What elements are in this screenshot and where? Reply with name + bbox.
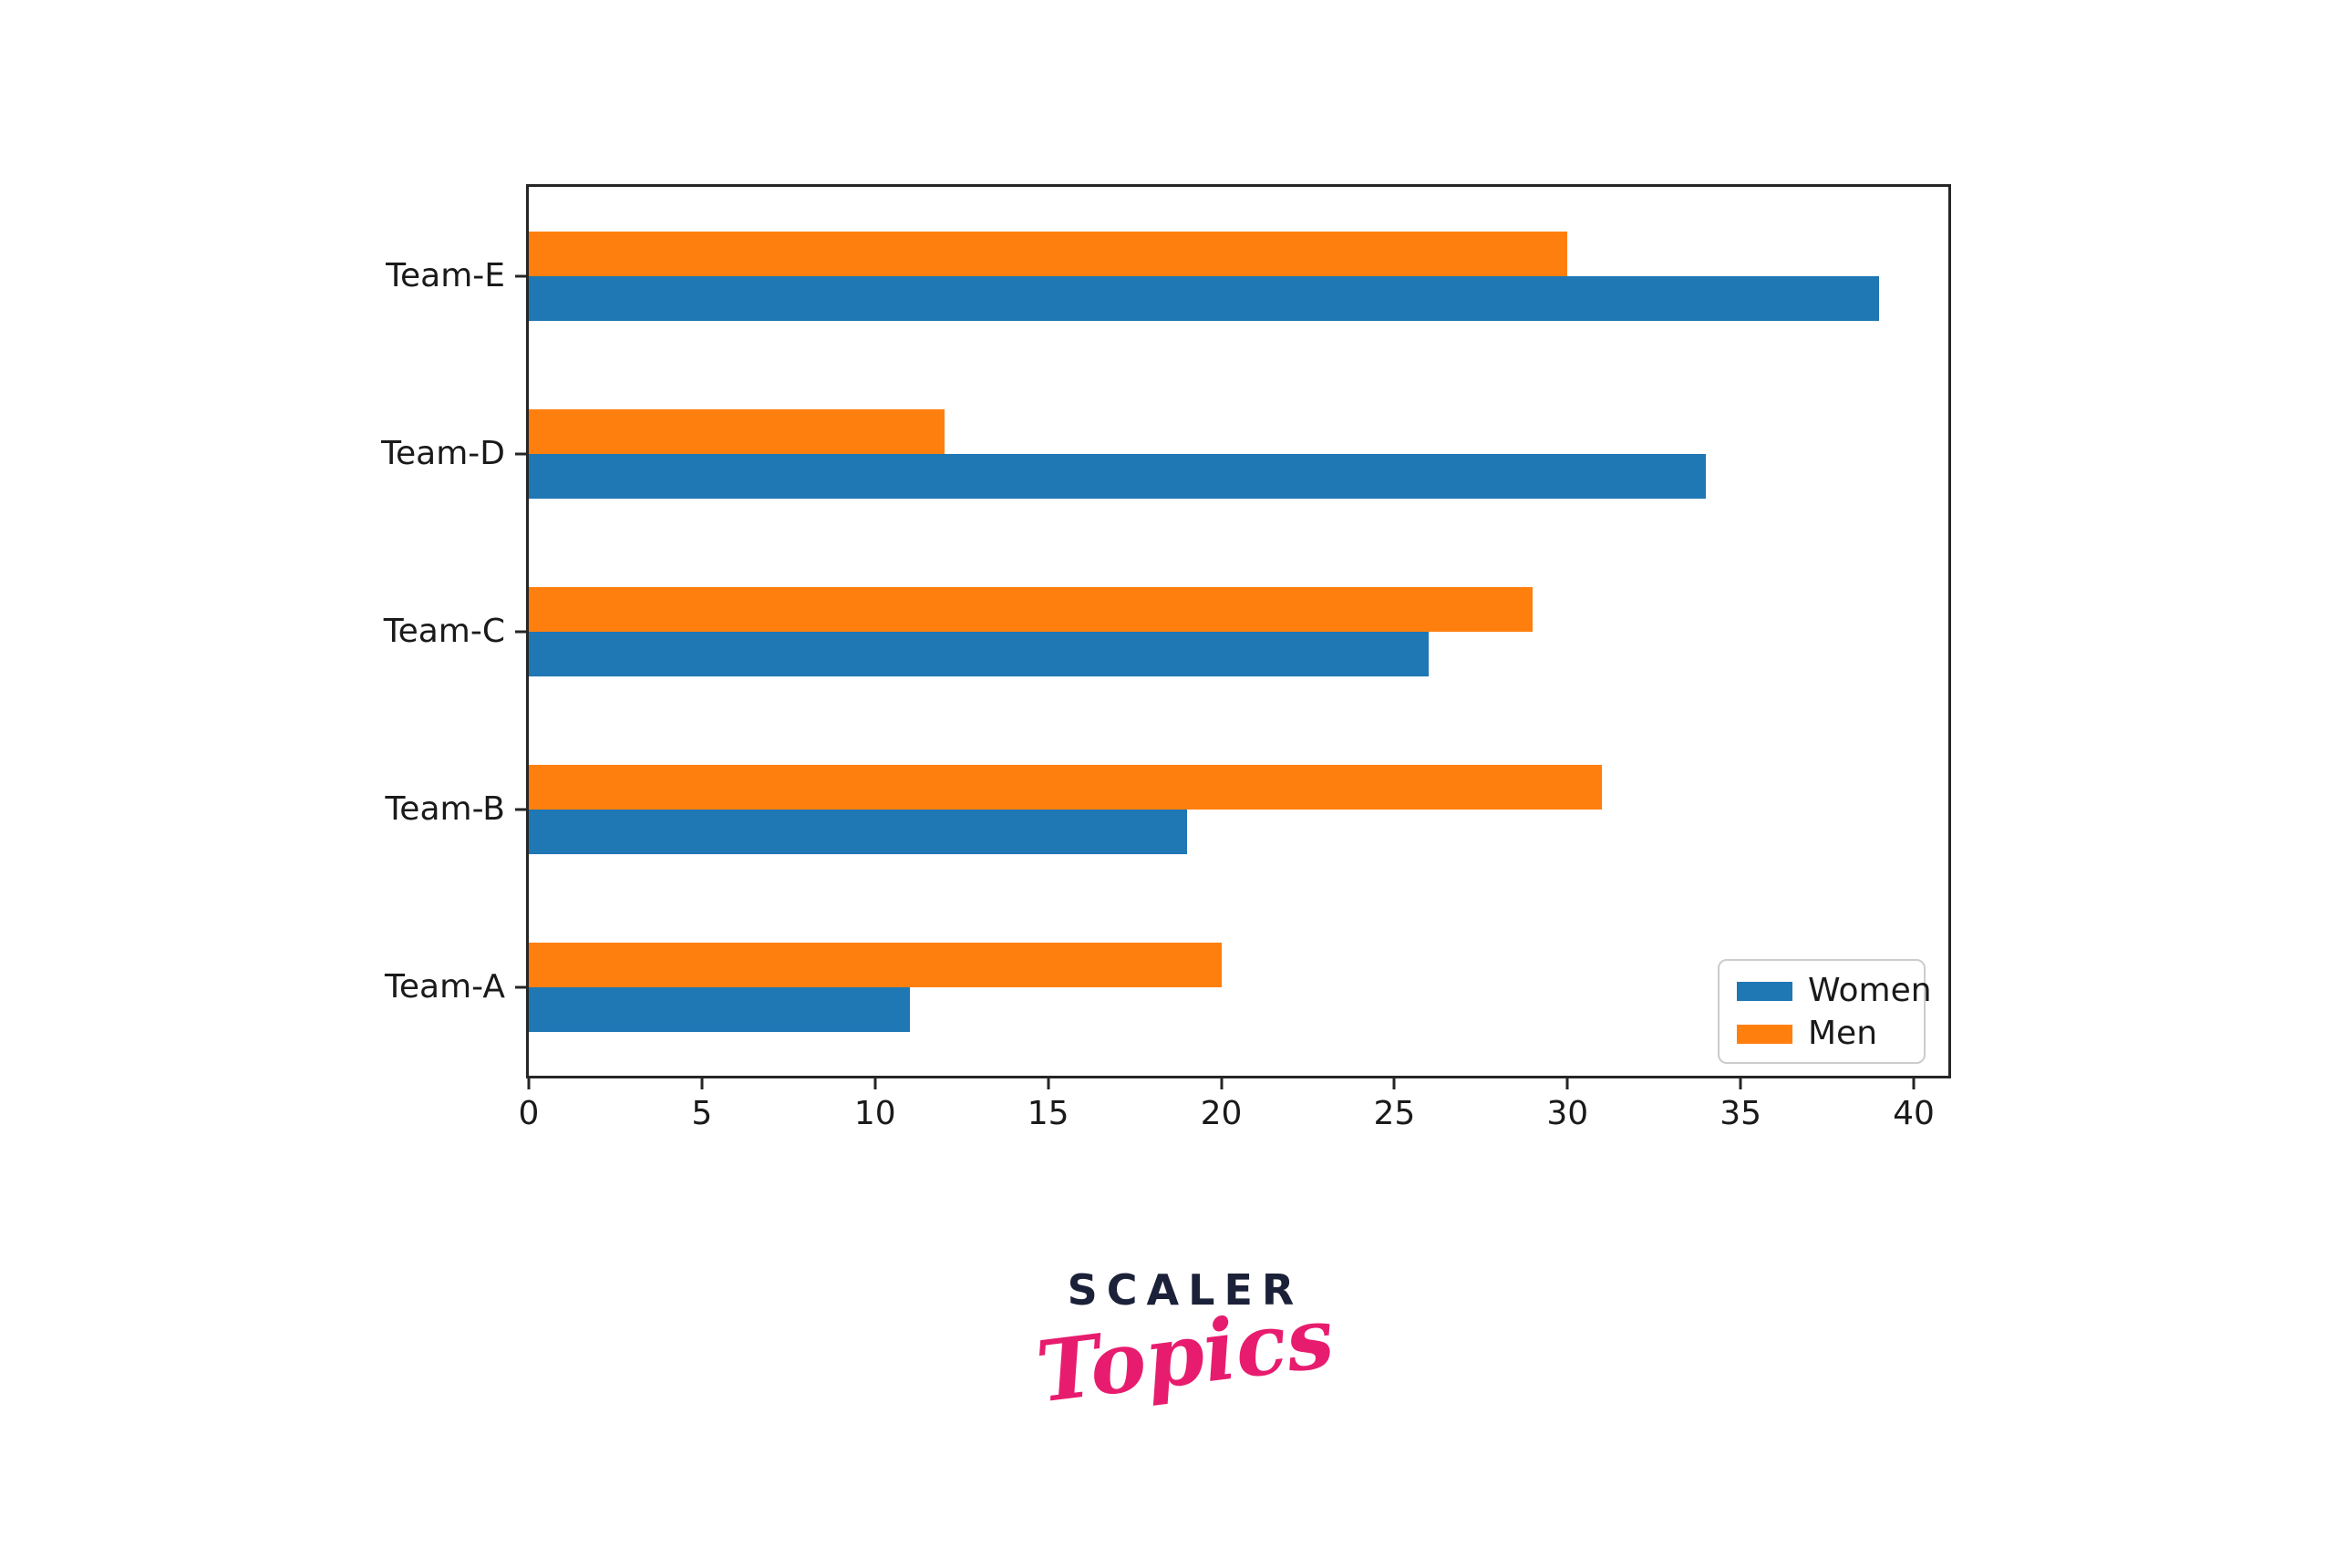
x-tick-25 [1392, 1076, 1396, 1089]
bar-men-team-e [529, 231, 1568, 276]
legend-item-men: Men [1737, 1017, 1915, 1050]
y-label-team-e: Team-E [386, 256, 505, 294]
logo-topics-text: Topics [1031, 1287, 1339, 1422]
x-tick-40 [1912, 1076, 1916, 1089]
y-label-team-b: Team-B [385, 789, 505, 828]
bar-women-team-e [529, 275, 1880, 321]
bar-women-team-a [529, 986, 910, 1032]
x-label-25: 25 [1373, 1095, 1416, 1132]
y-label-team-a: Team-A [385, 967, 505, 1006]
bar-women-team-d [529, 453, 1707, 499]
bar-chart-plot-area: Team-E Team-D Team-C Team-B Team-A 0 5 10 15 20 2… [381, 184, 1951, 1130]
y-tick-team-d [515, 452, 529, 455]
y-label-team-d: Team-D [381, 434, 505, 472]
x-label-20: 20 [1200, 1095, 1243, 1132]
chart-legend: Women Men [1718, 959, 1932, 1064]
logo-scaler-text: SCALER [1067, 1265, 1304, 1315]
bar-men-team-b [529, 764, 1603, 810]
y-tick-team-b [515, 808, 529, 810]
bar-men-team-c [529, 586, 1534, 632]
x-label-5: 5 [691, 1095, 713, 1132]
y-tick-team-a [515, 985, 529, 988]
legend-label-men: Men [1808, 1015, 1878, 1052]
x-tick-30 [1565, 1076, 1569, 1089]
y-tick-team-c [515, 630, 529, 633]
x-tick-10 [873, 1076, 877, 1089]
x-label-35: 35 [1720, 1095, 1762, 1132]
scaler-topics-logo: SCALER Topics [1019, 1265, 1351, 1421]
bar-women-team-b [529, 809, 1187, 854]
legend-swatch-women-icon [1737, 981, 1792, 1001]
legend-swatch-men-icon [1737, 1024, 1792, 1044]
x-label-30: 30 [1546, 1095, 1589, 1132]
bar-men-team-d [529, 408, 945, 454]
bar-women-team-c [529, 631, 1430, 676]
x-label-15: 15 [1027, 1095, 1069, 1132]
x-label-10: 10 [853, 1095, 896, 1132]
x-tick-15 [1047, 1076, 1050, 1089]
x-tick-5 [700, 1076, 704, 1089]
legend-item-women: Women [1737, 975, 1932, 1007]
legend-label-women: Women [1808, 972, 1932, 1009]
x-tick-35 [1739, 1076, 1742, 1089]
x-tick-0 [527, 1076, 531, 1089]
y-label-team-c: Team-C [383, 612, 505, 650]
x-label-0: 0 [518, 1095, 540, 1132]
bar-men-team-a [529, 942, 1222, 987]
x-tick-20 [1220, 1076, 1223, 1089]
y-tick-team-e [515, 274, 529, 277]
x-label-40: 40 [1893, 1095, 1935, 1132]
